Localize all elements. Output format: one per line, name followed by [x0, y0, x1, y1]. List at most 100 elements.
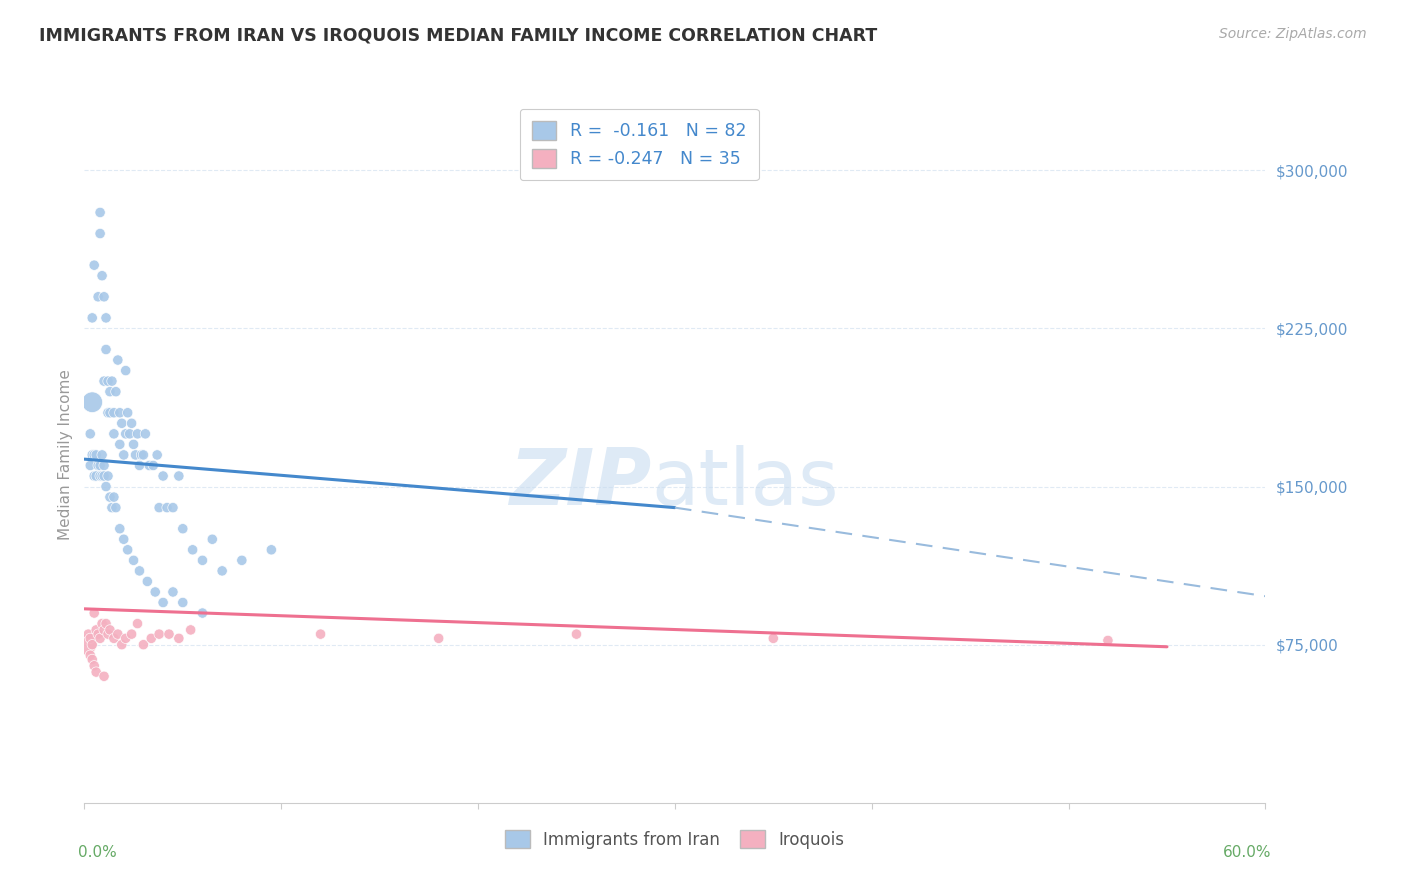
- Point: [97, 374, 120, 388]
- Point: [93, 290, 115, 304]
- Point: [143, 585, 166, 599]
- Point: [104, 500, 127, 515]
- Point: [762, 632, 785, 646]
- Point: [111, 417, 134, 431]
- Point: [82, 310, 104, 325]
- Point: [103, 406, 125, 420]
- Point: [82, 395, 104, 409]
- Point: [128, 564, 150, 578]
- Point: [167, 469, 190, 483]
- Point: [127, 616, 149, 631]
- Point: [148, 500, 170, 515]
- Point: [103, 632, 125, 646]
- Point: [87, 290, 110, 304]
- Point: [97, 469, 120, 483]
- Point: [87, 627, 110, 641]
- Point: [127, 426, 149, 441]
- Point: [98, 490, 121, 504]
- Point: [121, 417, 143, 431]
- Point: [89, 458, 111, 473]
- Point: [172, 595, 194, 609]
- Point: [79, 458, 101, 473]
- Point: [142, 458, 165, 473]
- Y-axis label: Median Family Income: Median Family Income: [58, 369, 73, 541]
- Point: [191, 606, 214, 620]
- Point: [98, 623, 121, 637]
- Point: [181, 542, 204, 557]
- Point: [121, 627, 143, 641]
- Point: [83, 658, 105, 673]
- Point: [141, 632, 163, 646]
- Point: [79, 426, 101, 441]
- Point: [107, 353, 129, 368]
- Point: [101, 500, 124, 515]
- Point: [77, 627, 100, 641]
- Point: [108, 437, 131, 451]
- Point: [260, 542, 283, 557]
- Point: [138, 458, 160, 473]
- Point: [93, 669, 115, 683]
- Point: [94, 310, 117, 325]
- Point: [91, 448, 114, 462]
- Point: [94, 616, 117, 631]
- Point: [108, 522, 131, 536]
- Point: [83, 469, 105, 483]
- Text: 60.0%: 60.0%: [1223, 845, 1271, 860]
- Point: [114, 632, 136, 646]
- Point: [231, 553, 253, 567]
- Point: [157, 627, 180, 641]
- Point: [122, 553, 145, 567]
- Point: [201, 533, 224, 547]
- Point: [114, 363, 136, 377]
- Point: [79, 632, 101, 646]
- Point: [162, 500, 184, 515]
- Point: [132, 448, 155, 462]
- Point: [84, 448, 107, 462]
- Point: [112, 448, 135, 462]
- Point: [97, 406, 120, 420]
- Point: [97, 627, 120, 641]
- Point: [117, 542, 139, 557]
- Text: ZIP: ZIP: [509, 445, 651, 521]
- Point: [89, 227, 111, 241]
- Text: Source: ZipAtlas.com: Source: ZipAtlas.com: [1219, 27, 1367, 41]
- Point: [101, 374, 124, 388]
- Point: [172, 522, 194, 536]
- Point: [91, 469, 114, 483]
- Point: [191, 553, 214, 567]
- Point: [131, 448, 153, 462]
- Point: [89, 205, 111, 219]
- Point: [132, 638, 155, 652]
- Point: [167, 632, 190, 646]
- Point: [91, 616, 114, 631]
- Point: [84, 623, 107, 637]
- Point: [122, 437, 145, 451]
- Point: [112, 533, 135, 547]
- Point: [98, 384, 121, 399]
- Point: [134, 426, 156, 441]
- Point: [104, 384, 127, 399]
- Point: [82, 448, 104, 462]
- Point: [103, 426, 125, 441]
- Point: [114, 426, 136, 441]
- Point: [124, 448, 146, 462]
- Point: [128, 458, 150, 473]
- Point: [75, 638, 97, 652]
- Point: [309, 627, 332, 641]
- Point: [91, 268, 114, 283]
- Text: 0.0%: 0.0%: [79, 845, 117, 860]
- Point: [84, 469, 107, 483]
- Point: [87, 458, 110, 473]
- Point: [118, 426, 141, 441]
- Point: [83, 606, 105, 620]
- Point: [162, 585, 184, 599]
- Point: [427, 632, 450, 646]
- Point: [94, 479, 117, 493]
- Point: [83, 448, 105, 462]
- Point: [565, 627, 588, 641]
- Point: [111, 638, 134, 652]
- Point: [146, 448, 169, 462]
- Legend: Immigrants from Iran, Iroquois: Immigrants from Iran, Iroquois: [496, 822, 853, 857]
- Point: [94, 343, 117, 357]
- Point: [93, 374, 115, 388]
